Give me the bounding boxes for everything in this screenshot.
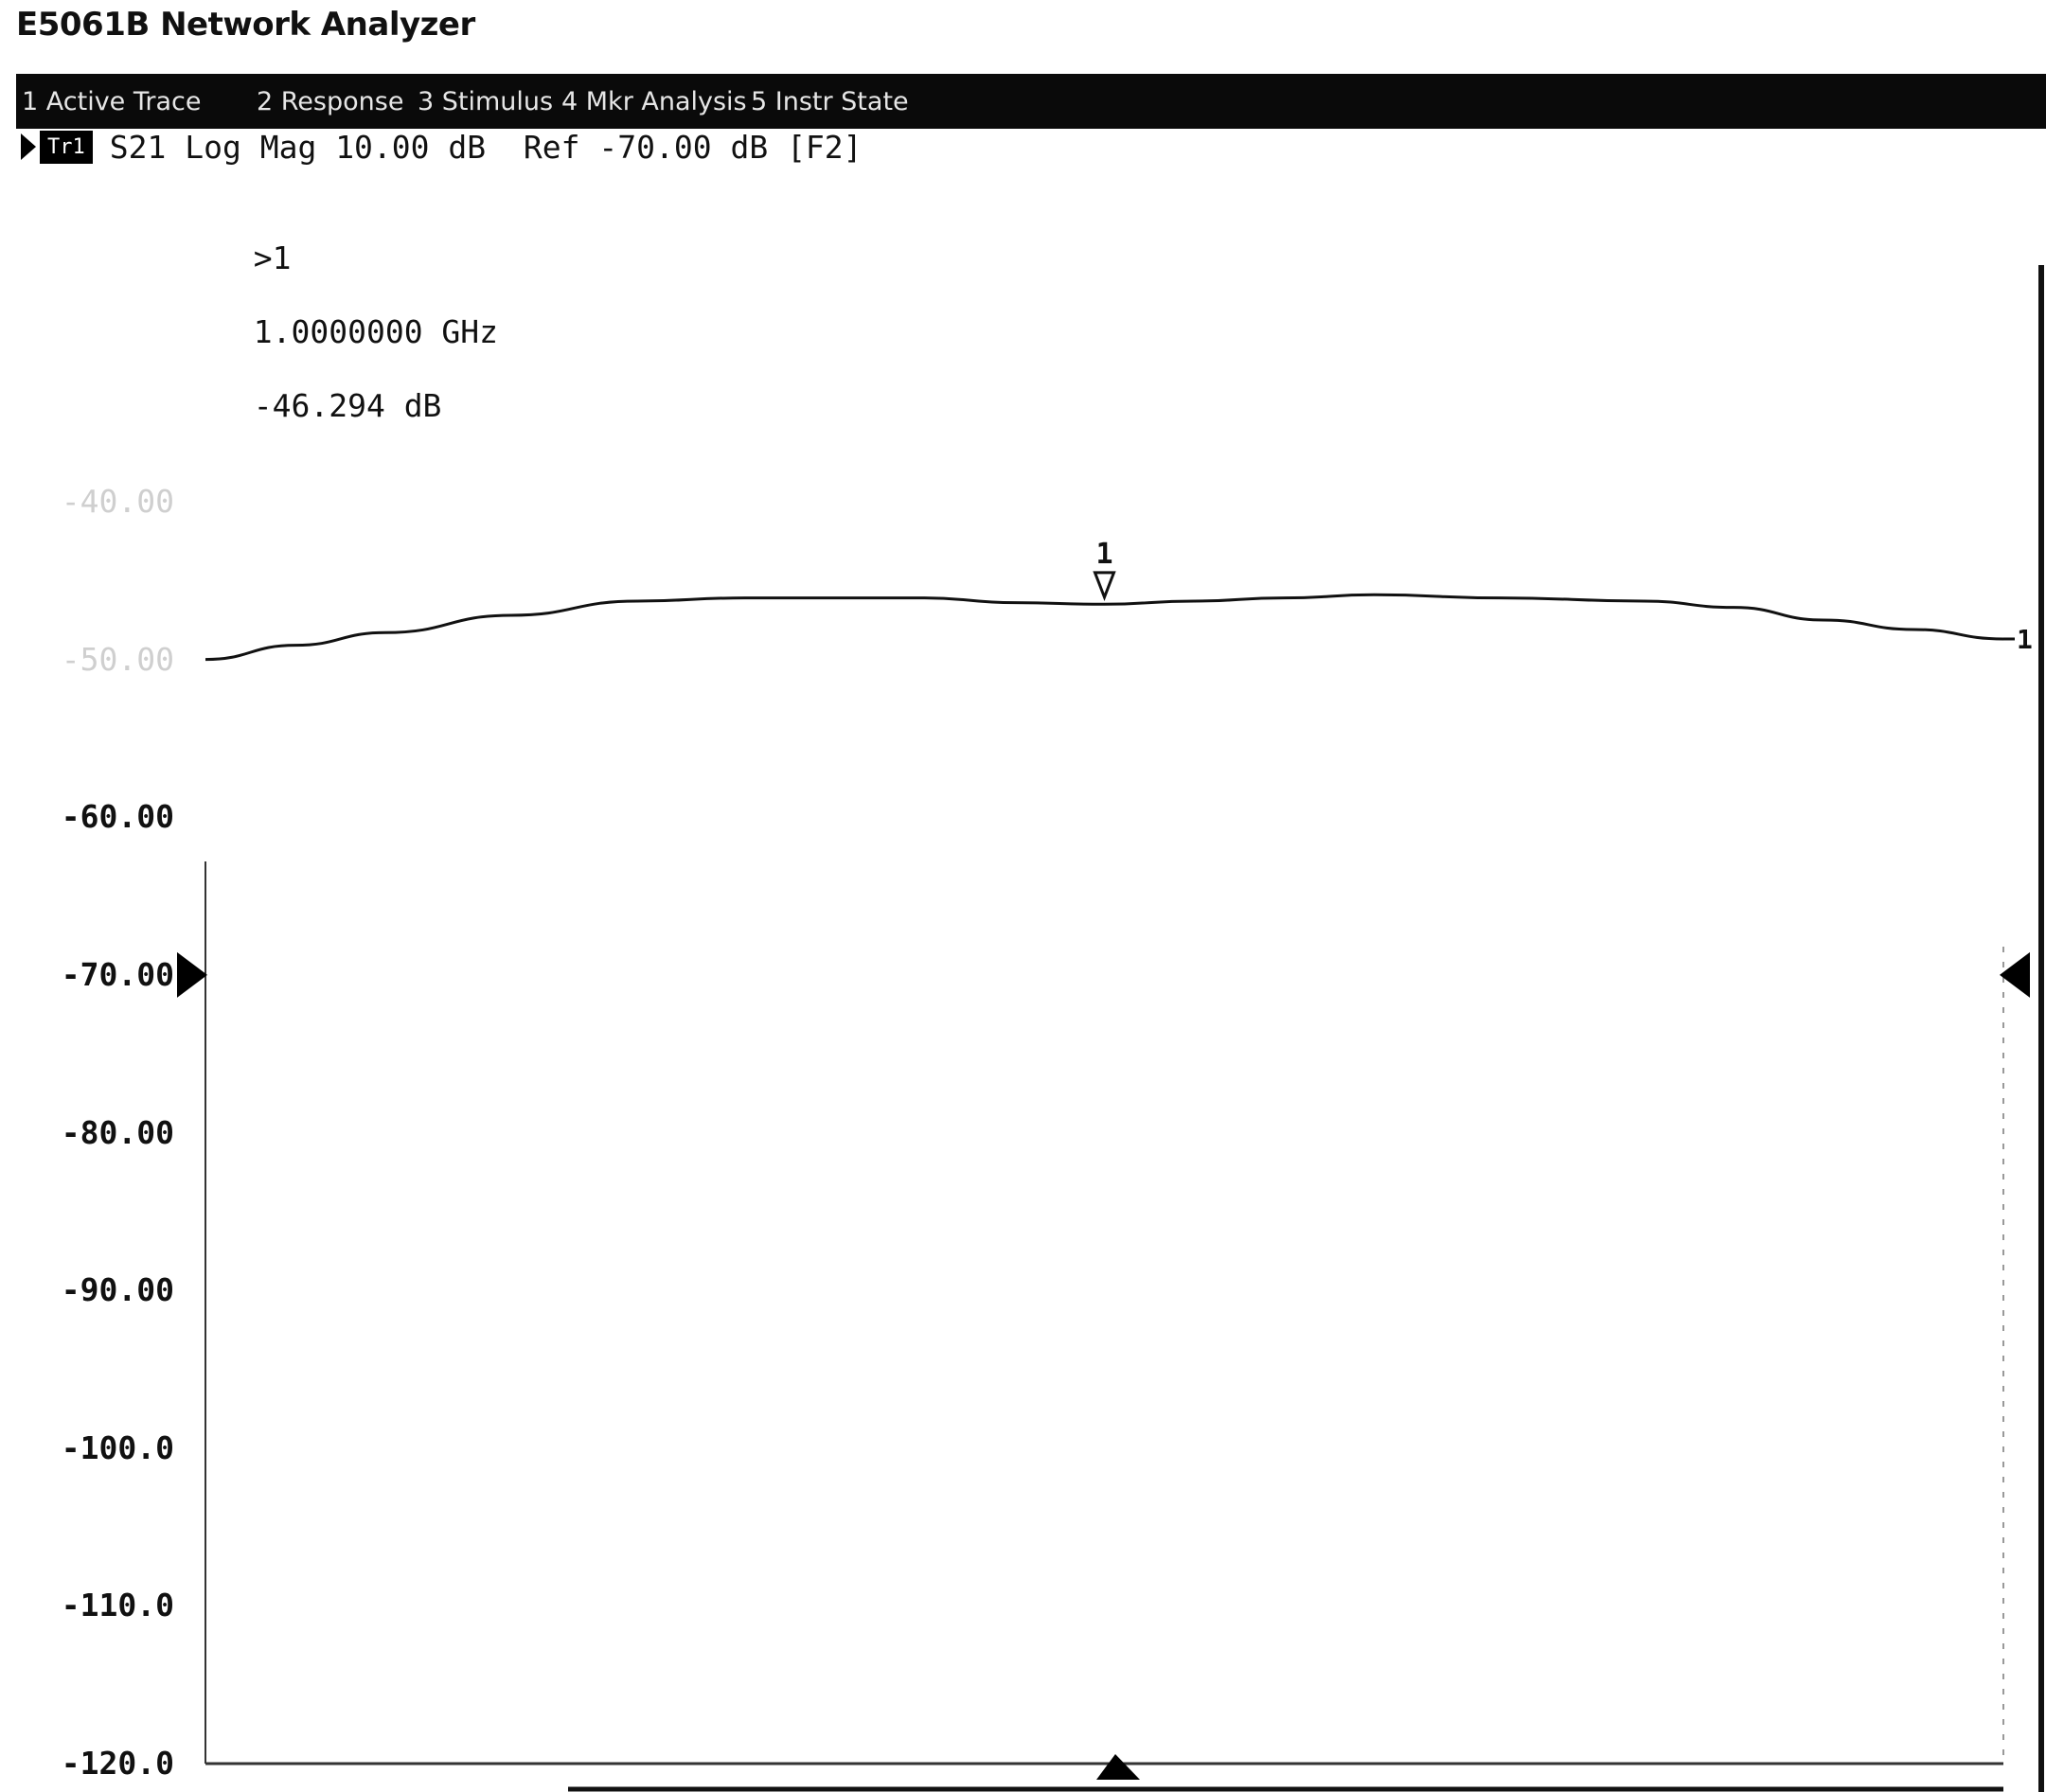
trace-status-line[interactable]: Tr1 S21 Log Mag 10.00 dB Ref -70.00 dB [… <box>21 123 863 170</box>
menu-marker-analysis[interactable]: 4 Mkr Analysis <box>561 86 747 116</box>
marker-readout-frequency: 1.0000000 GHz <box>253 313 499 350</box>
window-title: E5061B Network Analyzer <box>16 6 475 44</box>
menu-active-trace[interactable]: 1 Active Trace <box>22 86 202 116</box>
y-tick-label: -100.0 <box>61 1428 174 1466</box>
softkey-menu-bar: 1 Active Trace 2 Response 3 Stimulus 4 M… <box>16 74 2046 129</box>
stimulus-position-marker-icon <box>1096 1754 1140 1780</box>
reference-value[interactable]: -70.00 dB <box>598 128 769 166</box>
reference-label: Ref <box>523 128 580 166</box>
reference-level-left-icon <box>177 951 207 998</box>
y-tick-label: -90.00 <box>61 1271 174 1309</box>
trace-format[interactable]: Log Mag <box>185 128 317 166</box>
menu-stimulus[interactable]: 3 Stimulus <box>418 86 554 116</box>
menu-response[interactable]: 2 Response <box>257 86 404 116</box>
y-tick-label: -40.00 <box>61 483 174 520</box>
y-tick-label: -60.00 <box>61 798 174 836</box>
active-trace-arrow-icon <box>21 133 36 160</box>
function-key-hint: [F2] <box>787 128 863 166</box>
marker-readout-id: >1 <box>253 240 292 276</box>
reference-level-right-icon <box>2000 951 2030 998</box>
y-tick-label: -70.00 <box>61 955 174 993</box>
y-tick-label: -120.0 <box>61 1745 174 1782</box>
marker-triangle-icon[interactable] <box>1093 571 1116 602</box>
trace-line-s21 <box>205 593 2004 662</box>
marker-readout-value: -46.294 dB <box>253 387 442 424</box>
trace-end-label: 1 <box>2017 624 2033 655</box>
marker-label: 1 <box>1095 538 1112 571</box>
y-tick-label: -50.00 <box>61 640 174 678</box>
trace-parameter[interactable]: S21 <box>109 128 167 166</box>
trace-badge[interactable]: Tr1 <box>40 130 93 164</box>
y-tick-label: -80.00 <box>61 1113 174 1151</box>
menu-instr-state[interactable]: 5 Instr State <box>751 86 909 116</box>
trace-scale[interactable]: 10.00 dB <box>335 128 487 166</box>
y-tick-label: -110.0 <box>61 1587 174 1624</box>
marker-readout: >1 1.0000000 GHz -46.294 dB <box>216 203 498 424</box>
